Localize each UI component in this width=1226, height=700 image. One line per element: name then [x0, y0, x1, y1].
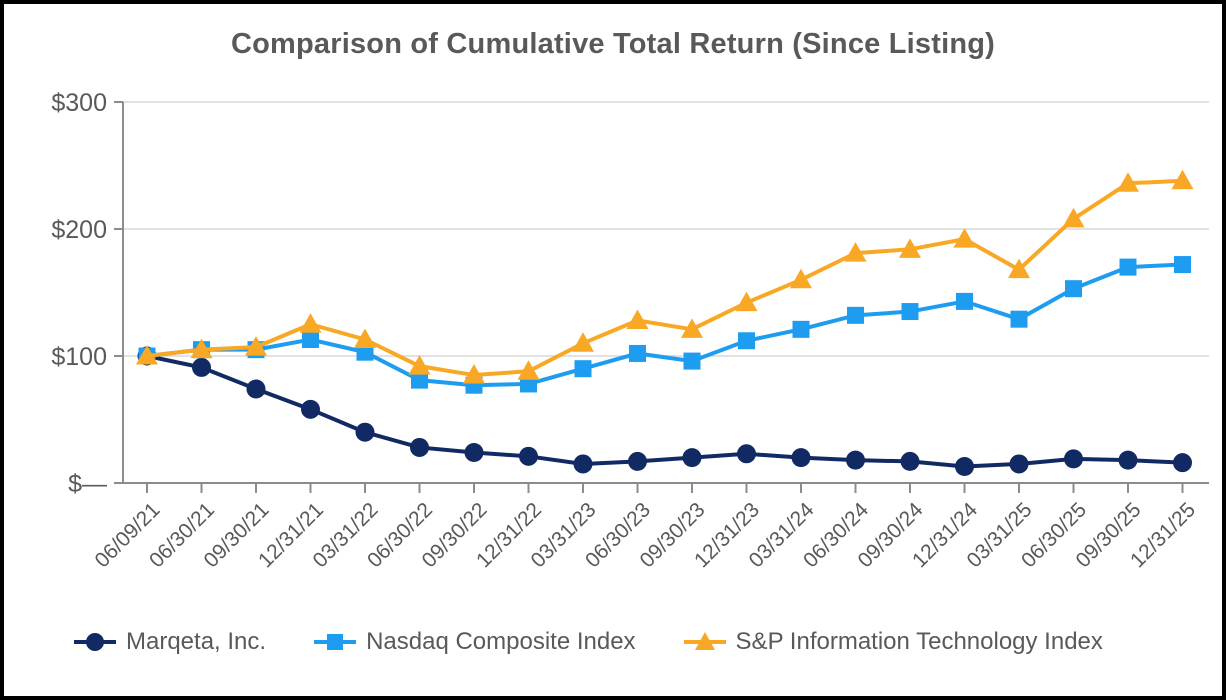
- data-point-circle: [900, 451, 920, 471]
- data-point-circle: [192, 357, 211, 377]
- data-point-circle: [628, 451, 647, 471]
- series-line-1: [146, 262, 1183, 388]
- data-point-triangle: [1008, 258, 1030, 279]
- data-point-square: [847, 306, 864, 324]
- marqeta-circle-marker-icon: [74, 633, 116, 651]
- y-axis-tick-label: $300: [51, 89, 107, 117]
- data-point-circle: [573, 454, 593, 474]
- data-point-triangle: [626, 309, 649, 329]
- chart-title: Comparison of Cumulative Total Return (S…: [230, 28, 996, 60]
- data-point-triangle: [790, 268, 812, 289]
- data-point-triangle: [245, 336, 267, 356]
- data-point-square: [1065, 280, 1082, 298]
- data-point-triangle: [408, 355, 431, 375]
- data-point-triangle: [899, 238, 921, 258]
- data-point-circle: [464, 443, 484, 463]
- legend-marker-shape: [327, 634, 344, 650]
- data-point-triangle: [572, 332, 594, 352]
- legend-label-sp-it: S&P Information Technology Index: [735, 628, 1103, 655]
- data-point-circle: [246, 379, 266, 399]
- data-point-circle: [1173, 453, 1192, 473]
- data-point-triangle: [953, 228, 976, 248]
- data-point-triangle: [299, 313, 322, 333]
- data-point-circle: [301, 399, 320, 419]
- y-axis-tick-label: $—: [68, 470, 107, 498]
- data-point-triangle: [190, 338, 213, 359]
- legend-item-sp-it: S&P Information Technology Index: [682, 628, 1103, 656]
- chart-legend: Marqeta, Inc. Nasdaq Composite Index S&P…: [72, 628, 1103, 656]
- legend-label-marqeta: Marqeta, Inc.: [126, 628, 267, 655]
- data-point-square: [302, 330, 319, 348]
- data-point-circle: [682, 448, 702, 468]
- y-axis-tick-label: $200: [51, 216, 107, 244]
- y-axis-tick-label: $100: [51, 343, 107, 371]
- data-point-triangle: [1171, 169, 1194, 190]
- data-point-circle: [1009, 454, 1029, 474]
- legend-item-nasdaq: Nasdaq Composite Index: [312, 628, 636, 656]
- series-line-2: [146, 178, 1183, 378]
- data-point-circle: [519, 446, 538, 466]
- data-point-square: [1119, 258, 1137, 276]
- data-point-triangle: [844, 242, 867, 262]
- data-point-triangle: [1062, 207, 1085, 228]
- data-point-square: [901, 303, 919, 321]
- data-point-circle: [1064, 449, 1083, 469]
- data-point-square: [574, 360, 592, 378]
- legend-label-nasdaq: Nasdaq Composite Index: [366, 628, 636, 655]
- legend-item-marqeta: Marqeta, Inc.: [72, 628, 266, 656]
- data-point-square: [629, 344, 646, 362]
- legend-marker-shape: [694, 632, 715, 650]
- data-point-triangle: [1117, 172, 1139, 192]
- data-point-circle: [846, 450, 865, 470]
- legend-marker-shape: [86, 633, 104, 651]
- data-point-circle: [737, 444, 756, 464]
- data-point-square: [738, 332, 755, 350]
- data-point-square: [683, 352, 701, 370]
- data-point-circle: [1118, 450, 1138, 470]
- data-point-square: [792, 320, 810, 338]
- cumulative-return-line-chart: $—$100$200$30006/09/2106/30/2109/30/2112…: [51, 89, 1209, 572]
- data-point-square: [1174, 256, 1191, 274]
- data-point-square: [1010, 310, 1028, 328]
- data-point-square: [411, 371, 428, 389]
- data-point-triangle: [463, 364, 485, 384]
- data-point-circle: [410, 437, 429, 457]
- data-point-circle: [355, 422, 375, 442]
- data-point-triangle: [517, 360, 540, 380]
- data-point-triangle: [735, 291, 758, 312]
- nasdaq-square-marker-icon: [314, 634, 357, 650]
- data-point-circle: [791, 448, 811, 468]
- data-point-triangle: [354, 328, 376, 348]
- data-point-triangle: [136, 345, 158, 365]
- data-point-square: [956, 292, 973, 310]
- sp-it-triangle-marker-icon: [683, 632, 726, 650]
- data-point-triangle: [681, 318, 703, 338]
- data-point-circle: [955, 456, 974, 476]
